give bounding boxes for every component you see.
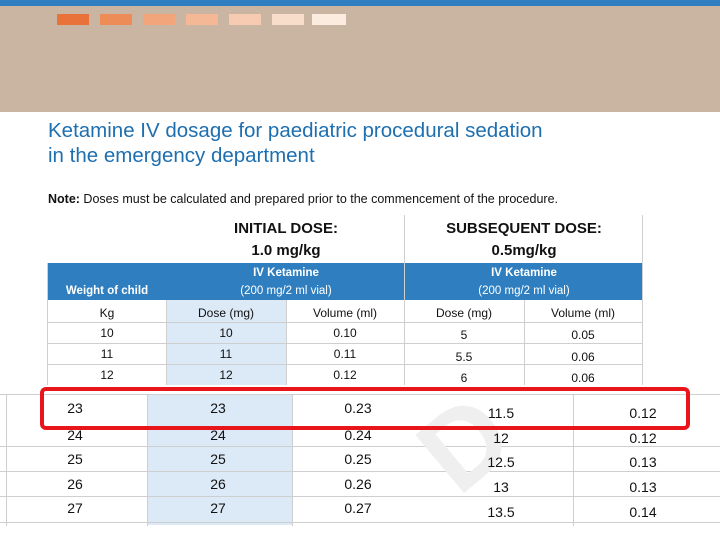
cell-kg: 25	[67, 451, 83, 467]
subsequent-drug-name: IV Ketamine	[491, 267, 557, 279]
cell-dose: 12	[219, 368, 233, 382]
title-line-2: in the emergency department	[48, 144, 315, 167]
cell-svolume: 0.14	[629, 504, 657, 520]
cell-sdose: 13.5	[487, 504, 515, 520]
grid-line	[47, 263, 48, 385]
cell-kg: 11	[100, 347, 114, 361]
grid-line	[573, 394, 574, 526]
grid-line	[404, 215, 405, 385]
grid-line	[47, 322, 643, 323]
grid-line	[47, 364, 643, 365]
grid-line	[292, 394, 293, 526]
initial-vial: (200 mg/2 ml vial)	[240, 285, 332, 297]
col-volume-header: Volume (ml)	[312, 306, 378, 320]
cell-volume: 0.25	[344, 451, 372, 467]
swatch-7	[312, 14, 346, 25]
swatch-4	[186, 14, 218, 25]
col-dose-header: Dose (mg)	[197, 306, 255, 320]
cell-kg: 12	[100, 368, 114, 382]
cell-sdose: 11.5	[487, 405, 515, 421]
weight-header: Weight of child	[65, 285, 149, 297]
cell-sdose: 12	[493, 430, 509, 446]
grid-line	[166, 300, 167, 385]
cell-sdose: 13	[493, 479, 509, 495]
title-line-1: Ketamine IV dosage for paediatric proced…	[48, 119, 543, 142]
cell-dose: 11	[219, 347, 233, 361]
cell-kg: 10	[100, 326, 114, 340]
cell-volume: 0.27	[344, 500, 372, 516]
swatch-5	[229, 14, 261, 25]
grid-line	[642, 215, 643, 385]
initial-dose-title: INITIAL DOSE:	[234, 220, 338, 237]
cell-svolume: 0.05	[571, 328, 595, 342]
cell-dose: 23	[210, 400, 226, 416]
cell-sdose: 6	[460, 371, 468, 385]
subsequent-dose-title: SUBSEQUENT DOSE:	[446, 220, 602, 237]
dose-column-shade-top	[166, 300, 286, 385]
note-body: Doses must be calculated and prepared pr…	[79, 192, 558, 206]
subsequent-vial: (200 mg/2 ml vial)	[478, 285, 570, 297]
cell-kg: 26	[67, 476, 83, 492]
highlight-box	[40, 387, 690, 430]
grid-line	[286, 300, 287, 385]
cell-kg: 24	[67, 427, 83, 443]
cell-sdose: 5.5	[455, 350, 473, 364]
cell-svolume: 0.06	[571, 371, 595, 385]
cell-volume: 0.11	[333, 347, 357, 361]
grid-line	[0, 471, 720, 472]
top-accent-line	[0, 0, 720, 6]
grid-line	[6, 394, 7, 526]
cell-kg: 27	[67, 500, 83, 516]
cell-dose: 26	[210, 476, 226, 492]
grid-line	[524, 300, 525, 385]
cell-dose: 25	[210, 451, 226, 467]
cell-dose: 27	[210, 500, 226, 516]
col-kg-header: Kg	[99, 306, 115, 320]
page-title: Ketamine IV dosage for paediatric proced…	[48, 118, 668, 168]
col-sdose-header: Dose (mg)	[435, 306, 493, 320]
note-text: Note: Doses must be calculated and prepa…	[48, 192, 558, 206]
cell-svolume: 0.12	[629, 430, 657, 446]
initial-drug-name: IV Ketamine	[253, 267, 319, 279]
cell-volume: 0.23	[344, 400, 372, 416]
swatch-2	[100, 14, 132, 25]
cell-svolume: 0.13	[629, 454, 657, 470]
cell-dose: 24	[210, 427, 226, 443]
cell-volume: 0.12	[333, 368, 357, 382]
initial-dose-amount: 1.0 mg/kg	[251, 242, 321, 259]
table-header-bar	[47, 263, 643, 300]
grid-line	[47, 343, 643, 344]
col-svolume-header: Volume (ml)	[550, 306, 616, 320]
swatch-3	[143, 14, 175, 25]
swatch-6	[272, 14, 304, 25]
grid-line	[0, 446, 720, 447]
grid-line	[0, 496, 720, 497]
grid-line	[0, 522, 720, 523]
cell-kg: 23	[67, 400, 83, 416]
cell-svolume: 0.12	[629, 405, 657, 421]
cell-svolume: 0.13	[629, 479, 657, 495]
cell-svolume: 0.06	[571, 350, 595, 364]
cell-volume: 0.10	[333, 326, 357, 340]
cell-volume: 0.24	[344, 427, 372, 443]
cell-volume: 0.26	[344, 476, 372, 492]
cell-dose: 10	[219, 326, 233, 340]
note-label: Note:	[48, 192, 80, 206]
dose-column-shade-bottom	[147, 395, 292, 525]
subsequent-dose-amount: 0.5mg/kg	[491, 242, 557, 259]
grid-line	[147, 394, 148, 526]
grid-line	[0, 394, 720, 395]
swatch-1	[57, 14, 89, 25]
cell-sdose: 5	[460, 328, 468, 342]
cell-sdose: 12.5	[487, 454, 515, 470]
